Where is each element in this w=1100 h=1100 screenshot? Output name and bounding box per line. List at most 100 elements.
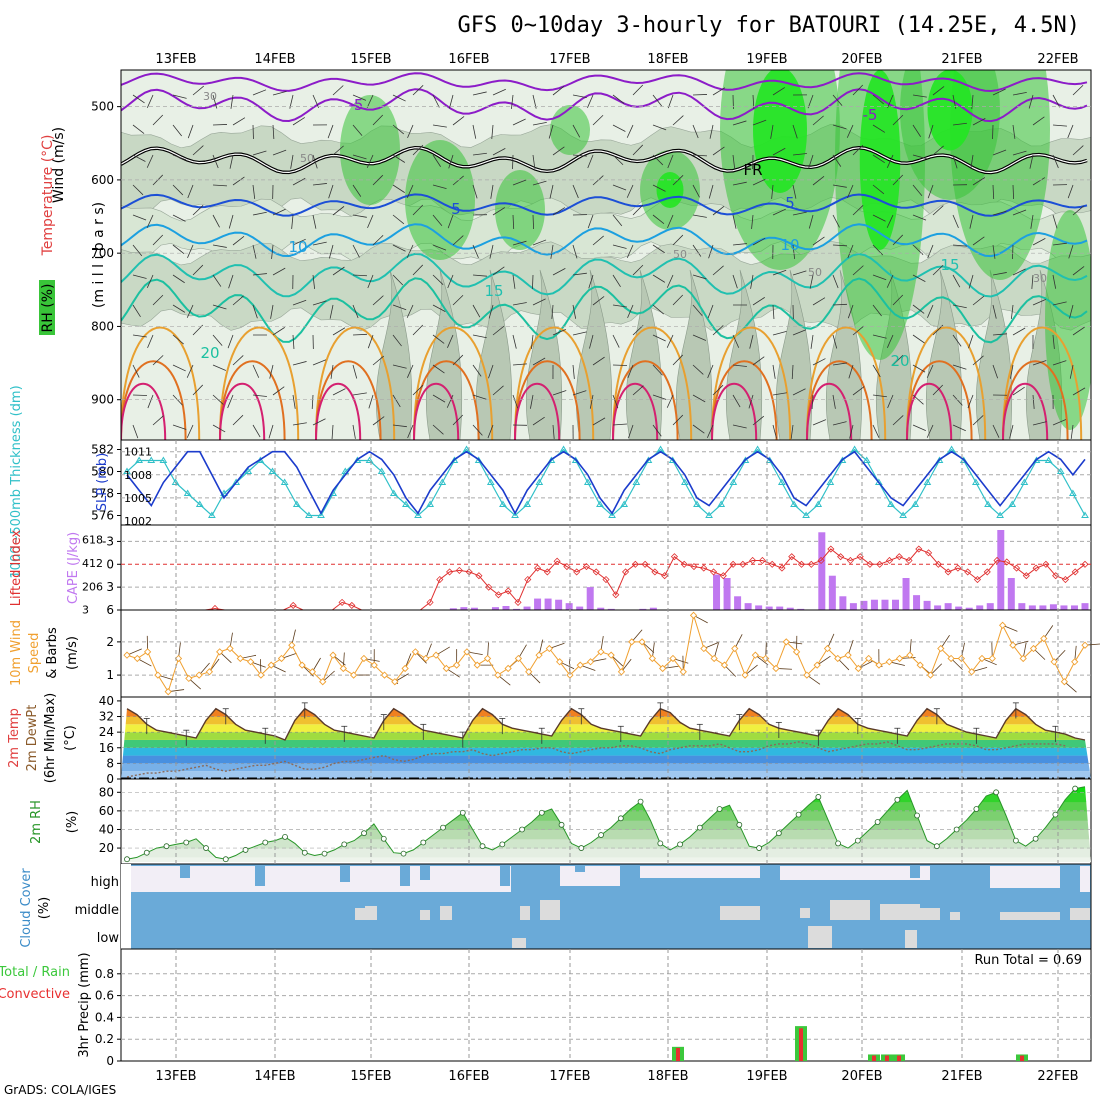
wind-barb-10m (322, 670, 335, 683)
wind-barb (791, 364, 794, 380)
wind-barb (452, 294, 464, 306)
wind-barb (1028, 94, 1034, 109)
wind-barb (212, 184, 227, 187)
wind-barb (492, 147, 506, 156)
thickness-point (1056, 467, 1065, 474)
wind-barb (992, 272, 1007, 276)
cape-bar (470, 607, 478, 610)
cloud-left-margin (121, 864, 131, 949)
wind-speed-point (566, 671, 574, 679)
wind-barb (146, 274, 154, 288)
temp-tick-label: 32 (99, 710, 114, 724)
li-point (915, 545, 923, 553)
wind-barb (832, 94, 843, 106)
wind-barb (832, 274, 839, 289)
wind-barb (147, 394, 154, 409)
thickness-point (632, 478, 641, 485)
wind-barb (312, 183, 327, 186)
wind-speed-point (205, 668, 214, 676)
wind-barb (592, 356, 605, 366)
wind-barb (292, 422, 307, 426)
wind-barb (472, 184, 478, 199)
temp-tick-label: 8 (106, 756, 114, 770)
li-point (1013, 564, 1021, 572)
thickness-point (826, 478, 835, 485)
wind-barb (790, 424, 794, 439)
contour-label: -5 (349, 96, 364, 114)
thickness-point (414, 511, 422, 518)
wind-speed-point (174, 654, 183, 663)
wind-barb (292, 334, 295, 349)
wind-barb (587, 154, 594, 169)
wind-barb (187, 124, 194, 139)
li-point (680, 560, 688, 568)
cape-bar (818, 532, 826, 610)
wind-barb (532, 274, 534, 290)
low-level-temp-loop (315, 326, 396, 440)
wind-barb (172, 154, 187, 161)
wind-barb (628, 424, 634, 439)
low-level-temp-loop (219, 382, 266, 440)
wind-barb (772, 304, 775, 319)
wind-barb (632, 204, 644, 216)
wind-barb (992, 88, 1006, 96)
cape-bar (565, 603, 573, 610)
wind-barb (1012, 268, 1026, 276)
wind-barb (612, 244, 627, 249)
pressure-tick-label: 900 (91, 393, 114, 407)
wind-barb (952, 394, 963, 406)
wind-barb (172, 124, 183, 137)
wind-speed-point (298, 661, 306, 669)
wind-barb (312, 359, 327, 366)
wind-barb (328, 184, 334, 199)
date-label-top: 13FEB (155, 52, 196, 67)
wind-barb (1009, 424, 1014, 439)
precip-convective-bar (885, 1055, 889, 1061)
wind-barb (1072, 326, 1085, 336)
thickness-point (244, 467, 253, 474)
rh-band (121, 848, 1091, 858)
wind-barb (672, 414, 684, 426)
wind-barb (446, 394, 454, 408)
rh-band (121, 829, 1091, 840)
wind-barb (372, 174, 384, 186)
wind-barb (1052, 360, 1067, 366)
rh-point (835, 840, 841, 847)
wind-speed-point (267, 661, 275, 669)
wind-barb (887, 394, 894, 409)
wind-barb (186, 304, 194, 318)
thickness-point (232, 478, 241, 485)
cape-bar (649, 607, 657, 610)
wind-barb (407, 424, 414, 439)
wind-barb-10m (744, 664, 758, 676)
wind-barb (312, 274, 316, 289)
li-point (837, 553, 845, 561)
cape-bars (449, 530, 1089, 610)
rh-shading-plume (626, 269, 663, 440)
cloud-high-patch (910, 866, 920, 878)
wind-speed-point (617, 668, 626, 676)
thickness-point (790, 500, 798, 507)
pressure-tick-label: 500 (91, 100, 114, 114)
wind-barb (852, 84, 864, 96)
wind-barb (352, 154, 367, 160)
wind-barb (532, 121, 547, 126)
wind-barb (432, 184, 447, 190)
wind-barb (512, 240, 527, 246)
wind-barb (512, 118, 526, 126)
wind-barb (392, 334, 402, 347)
upper-air-panel: -5 -5 5 5 10 10 15 15 20 20 FR 30 50 50 50 30 500 600 700… (39, 69, 1092, 441)
cloud-gaps (121, 864, 1090, 949)
cloud-row-label: middle (75, 903, 119, 918)
contour-label: 30 (1033, 272, 1047, 285)
wind-barb (552, 329, 566, 336)
wind-barb (588, 274, 594, 289)
wind-barb (432, 394, 446, 403)
li-point (1042, 560, 1050, 568)
wind-barb (1072, 205, 1084, 216)
rh-point (380, 835, 387, 842)
wind-barb (792, 211, 807, 216)
rh-point (914, 812, 921, 819)
contour-label: 10 (780, 236, 799, 254)
wind-barb (212, 214, 220, 228)
